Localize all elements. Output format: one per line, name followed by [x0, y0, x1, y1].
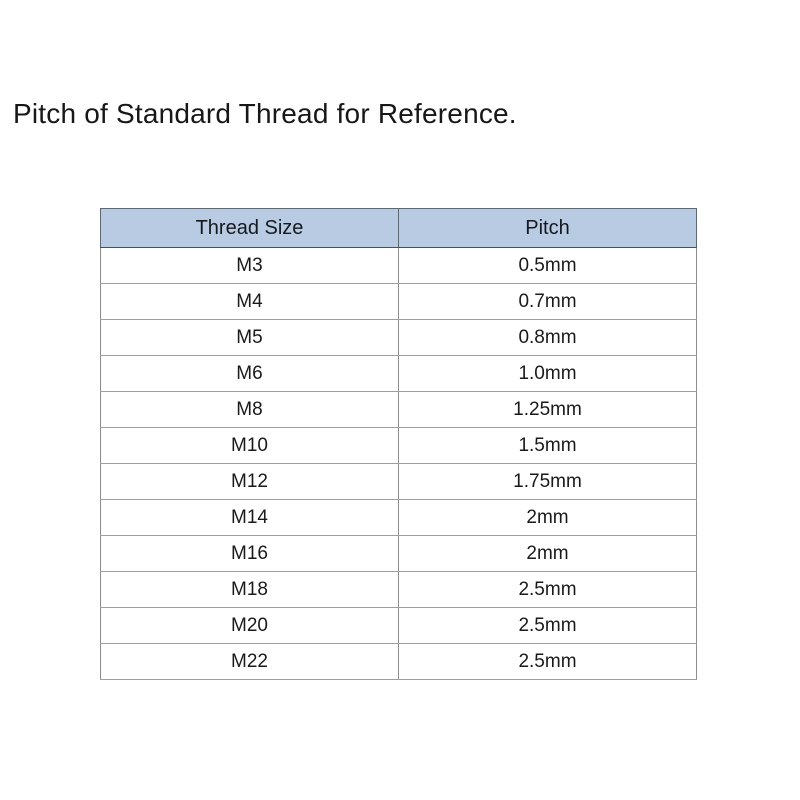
page-title: Pitch of Standard Thread for Reference.: [13, 98, 517, 129]
table-row: M5 0.8mm: [100, 319, 697, 356]
pitch-cell: 2mm: [398, 499, 697, 536]
pitch-cell: 1.0mm: [398, 355, 697, 392]
pitch-cell: 0.7mm: [398, 283, 697, 320]
thread-pitch-table: Thread Size Pitch M3 0.5mm M4 0.7mm M5 0.8mm M…: [100, 208, 697, 680]
thread-size-cell: M5: [100, 319, 399, 356]
thread-size-cell: M14: [100, 499, 399, 536]
table-row: M8 1.25mm: [100, 391, 697, 428]
table-row: M16 2mm: [100, 535, 697, 572]
table-row: M10 1.5mm: [100, 427, 697, 464]
thread-size-cell: M18: [100, 571, 399, 608]
table-header: Thread Size Pitch: [100, 208, 697, 248]
pitch-cell: 2mm: [398, 535, 697, 572]
thread-size-cell: M12: [100, 463, 399, 500]
table-row: M18 2.5mm: [100, 571, 697, 608]
table-row: M12 1.75mm: [100, 463, 697, 500]
pitch-cell: 0.8mm: [398, 319, 697, 356]
pitch-cell: 1.75mm: [398, 463, 697, 500]
thread-size-cell: M22: [100, 643, 399, 680]
table-row: M22 2.5mm: [100, 643, 697, 680]
thread-size-cell: M10: [100, 427, 399, 464]
table-row: M3 0.5mm: [100, 247, 697, 284]
pitch-cell: 2.5mm: [398, 571, 697, 608]
thread-size-cell: M6: [100, 355, 399, 392]
table-row: M20 2.5mm: [100, 607, 697, 644]
table-row: M14 2mm: [100, 499, 697, 536]
table-row: M4 0.7mm: [100, 283, 697, 320]
column-header-pitch: Pitch: [398, 208, 697, 248]
pitch-cell: 2.5mm: [398, 643, 697, 680]
thread-size-cell: M20: [100, 607, 399, 644]
pitch-cell: 2.5mm: [398, 607, 697, 644]
thread-size-cell: M8: [100, 391, 399, 428]
thread-size-cell: M3: [100, 247, 399, 284]
thread-size-cell: M16: [100, 535, 399, 572]
table-body: M3 0.5mm M4 0.7mm M5 0.8mm M6 1.0mm M8 1.25mm M10 1…: [100, 247, 697, 680]
header-row: Thread Size Pitch: [100, 208, 697, 248]
pitch-cell: 1.5mm: [398, 427, 697, 464]
table-row: M6 1.0mm: [100, 355, 697, 392]
pitch-cell: 1.25mm: [398, 391, 697, 428]
column-header-thread-size: Thread Size: [100, 208, 399, 248]
pitch-cell: 0.5mm: [398, 247, 697, 284]
thread-size-cell: M4: [100, 283, 399, 320]
